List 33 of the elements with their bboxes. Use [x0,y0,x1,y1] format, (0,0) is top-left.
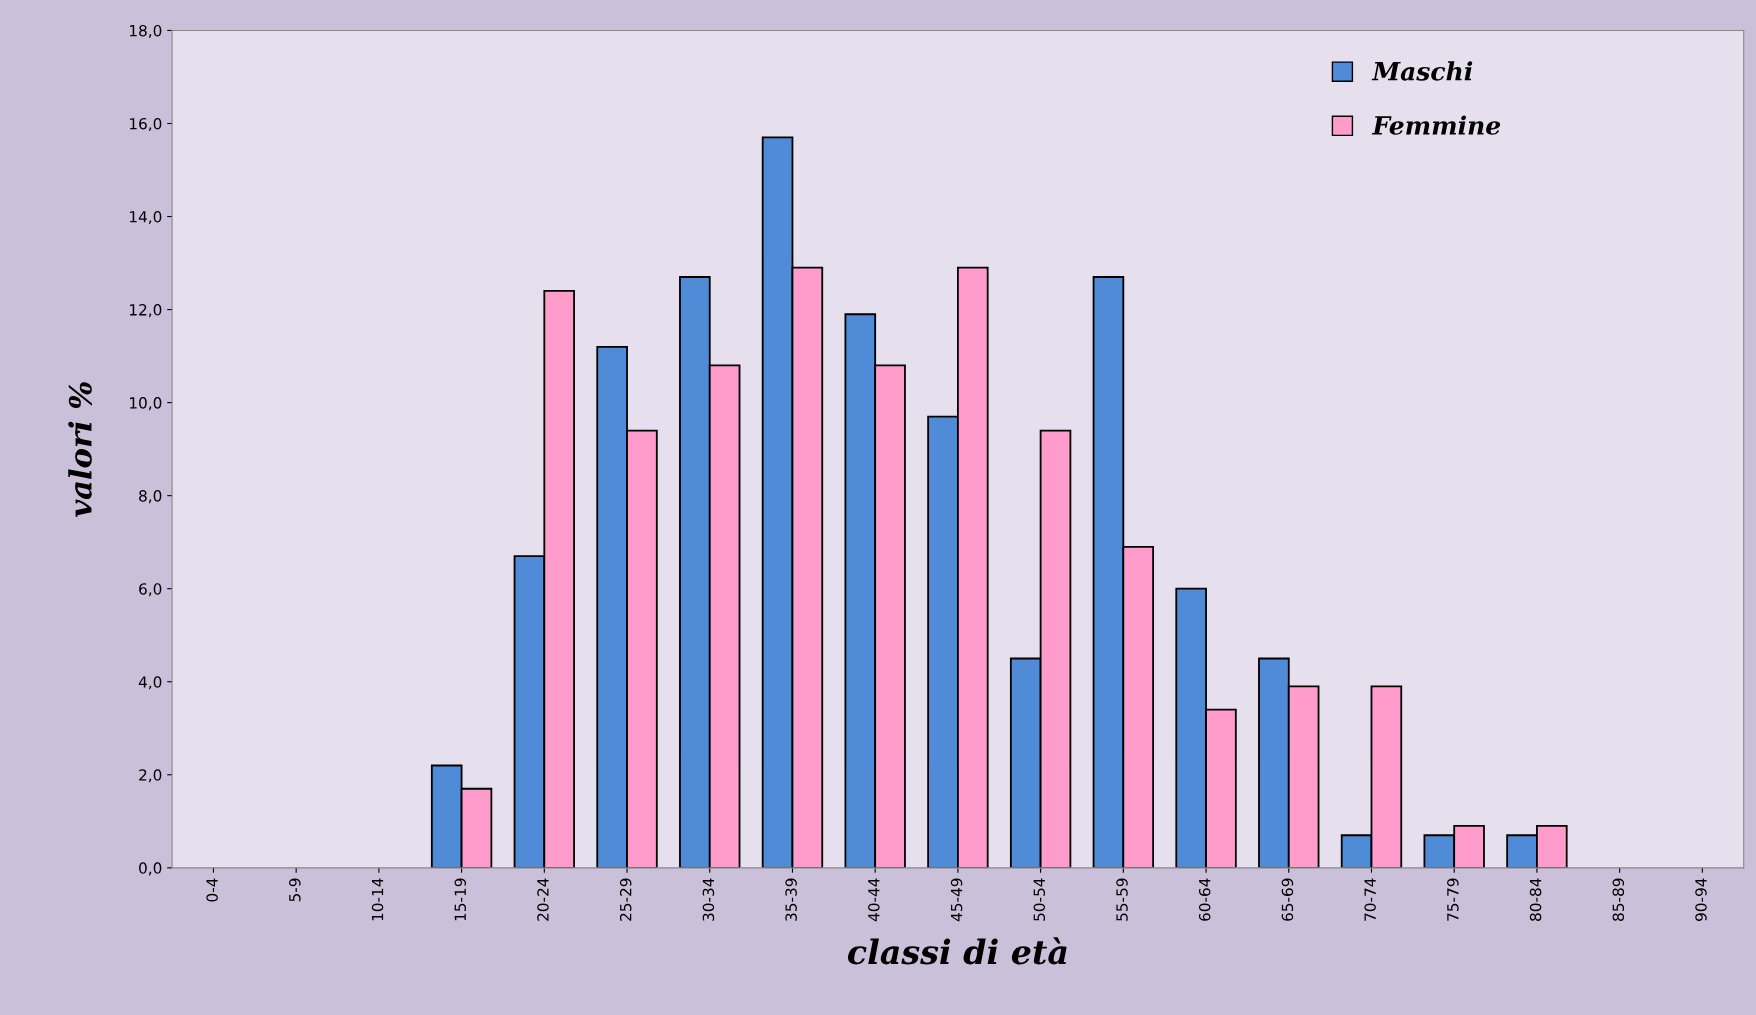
x-tick-label: 15-19 [454,878,467,921]
x-tick-label: 70-74 [1364,878,1376,921]
y-tick-label: 8,0 [139,490,162,504]
y-tick-label: 12,0 [130,304,162,318]
x-tick-label: 50-54 [1033,878,1046,921]
x-tick-label: 0-4 [206,878,218,902]
x-tick-label: 55-59 [1116,878,1128,921]
x-tick-label: 5-9 [289,878,301,902]
x-tick-label: 40-44 [868,878,880,922]
y-tick-label: 14,0 [130,211,162,225]
x-tick-label: 10-14 [371,878,384,921]
x-tick-label: 60-64 [1198,878,1211,921]
x-tick-label: 35-39 [785,878,797,921]
y-tick-label: 16,0 [130,117,162,132]
y-tick-label: 0,0 [139,862,162,876]
x-tick-label: 25-29 [619,878,632,921]
x-tick-label: 45-49 [950,878,963,922]
y-tick-label: 4,0 [138,676,162,690]
y-tick-label: 18,0 [130,24,162,39]
legend-label: Femmine [1371,115,1501,135]
y-tick-label: 10,0 [130,397,162,411]
x-axis-title: classi di età [847,937,1067,965]
y-tick-label: 2,0 [139,769,162,783]
x-tick-label: 80-84 [1529,878,1542,921]
y-axis-title: valori % [68,382,92,517]
x-tick-label: 90-94 [1695,878,1707,921]
x-tick-label: 65-69 [1281,878,1294,921]
legend-label: Maschi [1371,61,1473,81]
x-tick-label: 30-34 [702,878,715,921]
x-tick-label: 20-24 [537,878,549,921]
x-tick-label: 85-89 [1612,878,1625,921]
y-tick-label: 6,0 [139,583,162,597]
x-tick-label: 75-79 [1447,878,1459,921]
